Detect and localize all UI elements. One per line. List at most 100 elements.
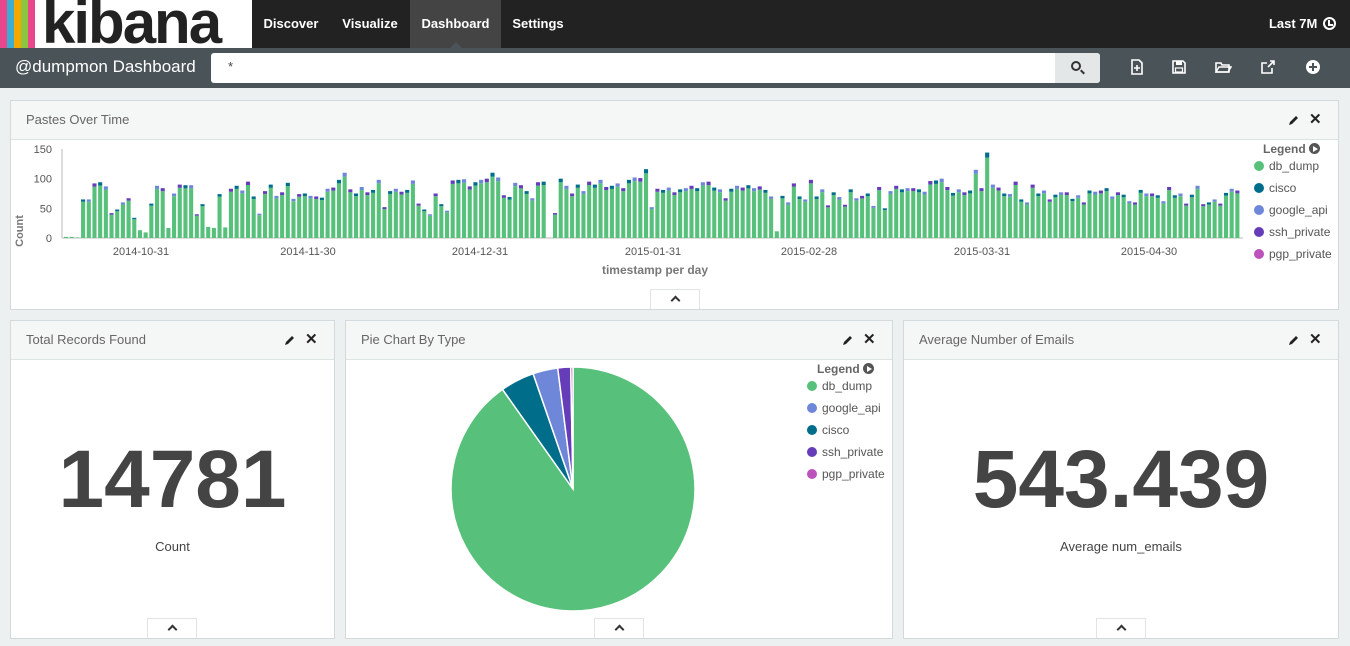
legend-item-google_api[interactable]: google_api <box>1254 203 1328 217</box>
bar[interactable] <box>757 186 762 238</box>
bar[interactable] <box>103 186 108 238</box>
bar[interactable] <box>314 196 319 238</box>
bar[interactable] <box>1167 186 1172 238</box>
bar[interactable] <box>535 182 541 238</box>
bar[interactable] <box>228 188 233 238</box>
bar[interactable] <box>297 194 302 238</box>
bar[interactable] <box>877 186 882 238</box>
bar[interactable] <box>291 198 296 238</box>
collapse-button[interactable] <box>1096 618 1146 638</box>
bar[interactable] <box>888 191 893 238</box>
bar[interactable] <box>592 184 597 238</box>
bar[interactable] <box>860 195 865 238</box>
bar[interactable] <box>69 236 74 238</box>
bar[interactable] <box>109 213 114 238</box>
bar[interactable] <box>689 185 694 238</box>
bar[interactable] <box>245 181 251 238</box>
bar[interactable] <box>968 190 973 238</box>
bar[interactable] <box>98 182 103 238</box>
bar[interactable] <box>1184 203 1189 238</box>
bar[interactable] <box>842 204 848 238</box>
bar[interactable] <box>456 179 461 238</box>
bar[interactable] <box>280 192 285 238</box>
bar[interactable] <box>524 191 529 238</box>
bar[interactable] <box>558 178 563 238</box>
bar[interactable] <box>382 207 387 238</box>
bar[interactable] <box>1110 196 1115 238</box>
bar[interactable] <box>774 231 779 238</box>
time-picker[interactable]: Last 7M <box>1269 0 1336 48</box>
bar[interactable] <box>820 189 825 238</box>
bar[interactable] <box>1161 201 1166 238</box>
bar[interactable] <box>598 179 603 238</box>
bar[interactable] <box>348 189 353 238</box>
bar[interactable] <box>1127 201 1132 238</box>
legend-item-google_api[interactable]: google_api <box>807 401 881 415</box>
bar[interactable] <box>871 205 876 238</box>
bar[interactable] <box>462 179 467 238</box>
bar[interactable] <box>1223 192 1229 238</box>
bar[interactable] <box>496 177 501 238</box>
tab-dashboard[interactable]: Dashboard <box>410 0 501 48</box>
query-bar[interactable]: * <box>211 53 1100 83</box>
bar[interactable] <box>899 189 904 238</box>
bar[interactable] <box>905 188 910 238</box>
bar[interactable] <box>837 197 842 238</box>
bar[interactable] <box>501 195 506 238</box>
bar[interactable] <box>422 209 427 238</box>
legend-item-ssh_private[interactable]: ssh_private <box>807 445 883 459</box>
bar[interactable] <box>194 214 199 238</box>
bar[interactable] <box>177 184 182 238</box>
bar[interactable] <box>416 203 421 238</box>
bar[interactable] <box>81 199 86 238</box>
bar[interactable] <box>933 180 939 238</box>
bar[interactable] <box>149 203 154 238</box>
bar[interactable] <box>154 185 160 238</box>
bar[interactable] <box>513 182 518 238</box>
bar[interactable] <box>1150 193 1155 239</box>
pie-slice-pgp_private[interactable] <box>569 366 574 490</box>
bar[interactable] <box>1047 199 1052 238</box>
bar[interactable] <box>172 193 177 239</box>
bar[interactable] <box>331 187 336 238</box>
bar[interactable] <box>803 199 808 238</box>
bar[interactable] <box>325 188 330 238</box>
bar[interactable] <box>814 196 819 238</box>
bar[interactable] <box>604 186 609 238</box>
bar[interactable] <box>632 177 637 238</box>
bar[interactable] <box>393 188 398 238</box>
bar[interactable] <box>1218 203 1223 238</box>
bar[interactable] <box>484 178 489 238</box>
bar[interactable] <box>945 186 950 238</box>
bar[interactable] <box>746 185 751 238</box>
bar[interactable] <box>581 191 586 238</box>
collapse-button[interactable] <box>147 618 197 638</box>
edit-icon[interactable] <box>841 333 853 347</box>
bar[interactable] <box>723 198 728 238</box>
bar[interactable] <box>621 188 626 238</box>
bar[interactable] <box>882 208 887 238</box>
bar[interactable] <box>752 188 757 238</box>
bar[interactable] <box>956 189 961 238</box>
bar[interactable] <box>217 194 222 238</box>
bar[interactable] <box>894 185 899 238</box>
bar[interactable] <box>797 196 802 238</box>
bar[interactable] <box>257 213 262 238</box>
bar[interactable] <box>666 187 671 238</box>
bar[interactable] <box>371 189 376 238</box>
bar[interactable] <box>1093 191 1098 238</box>
add-panel-icon[interactable] <box>1304 58 1322 76</box>
bar[interactable] <box>763 189 768 238</box>
bar[interactable] <box>638 178 643 238</box>
close-icon[interactable]: ✕ <box>1309 111 1322 128</box>
share-icon[interactable] <box>1259 58 1277 76</box>
bar[interactable] <box>92 183 97 238</box>
bar[interactable] <box>223 227 228 238</box>
new-dashboard-icon[interactable] <box>1128 58 1146 76</box>
bar[interactable] <box>120 202 125 238</box>
bar[interactable] <box>808 179 813 238</box>
bar[interactable] <box>1036 193 1041 239</box>
bar[interactable] <box>376 179 381 238</box>
bar[interactable] <box>126 198 131 238</box>
bar[interactable] <box>530 198 535 238</box>
